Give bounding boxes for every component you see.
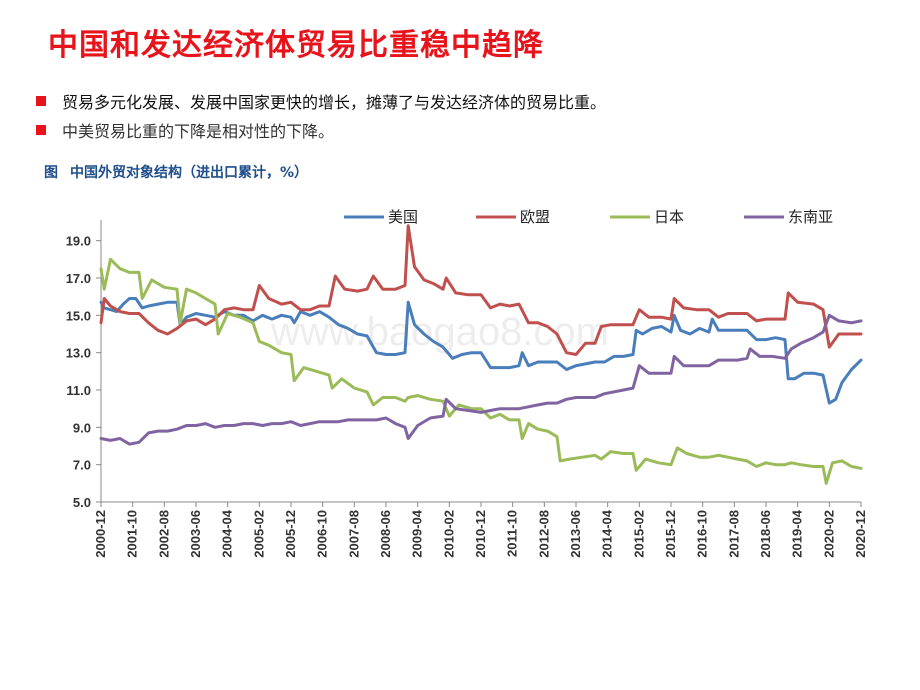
chart-caption-text: 中国外贸对象结构（进出口累计，%） xyxy=(70,165,309,181)
x-tick-label: 2009-04 xyxy=(410,509,425,557)
watermark-text: www.baogao8.com xyxy=(270,310,609,354)
series-line xyxy=(99,297,863,405)
bullet-item: 贸易多元化发展、发展中国家更快的增长，摊薄了与发达经济体的贸易比重。 xyxy=(36,86,606,115)
x-tick-label: 2005-02 xyxy=(251,510,266,558)
y-tick-label: 9.0 xyxy=(73,420,91,435)
x-tick-label: 2015-02 xyxy=(631,510,646,558)
x-tick-label: 2019-04 xyxy=(790,509,805,557)
x-tick-label: 2003-06 xyxy=(188,510,203,558)
x-tick-label: 2010-12 xyxy=(473,510,488,558)
y-tick-label: 7.0 xyxy=(73,458,91,473)
y-tick-label: 15.0 xyxy=(66,308,91,323)
x-tick-label: 2015-12 xyxy=(663,510,678,558)
x-tick-label: 2000-12 xyxy=(93,510,108,558)
y-tick-label: 11.0 xyxy=(66,383,91,398)
x-tick-label: 2011-10 xyxy=(505,510,520,557)
x-tick-label: 2010-02 xyxy=(441,510,456,558)
x-tick-label: 2005-12 xyxy=(283,510,298,558)
x-tick-label: 2014-04 xyxy=(600,509,615,557)
x-tick-label: 2017-08 xyxy=(726,510,741,558)
legend-label: 欧盟 xyxy=(520,208,550,226)
bullet-item: 中美贸易比重的下降是相对性的下降。 xyxy=(36,115,606,144)
y-tick-label: 5.0 xyxy=(73,495,91,510)
chart-caption: 图中国外贸对象结构（进出口累计，%） xyxy=(44,162,308,182)
series-line xyxy=(99,257,863,485)
bullet-text: 贸易多元化发展、发展中国家更快的增长，摊薄了与发达经济体的贸易比重。 xyxy=(62,92,607,112)
legend-label: 东南亚 xyxy=(788,208,833,226)
series-line xyxy=(99,224,863,356)
slide-title: 中国和发达经济体贸易比重稳中趋降 xyxy=(48,28,544,63)
x-tick-label: 2007-08 xyxy=(346,510,361,558)
legend-label: 美国 xyxy=(388,208,418,226)
bullet-text: 中美贸易比重的下降是相对性的下降。 xyxy=(62,121,335,141)
y-tick-label: 13.0 xyxy=(66,346,91,361)
series-line xyxy=(99,313,863,446)
bullet-list: 贸易多元化发展、发展中国家更快的增长，摊薄了与发达经济体的贸易比重。 中美贸易比… xyxy=(36,86,606,144)
x-tick-label: 2001-10 xyxy=(125,510,140,558)
x-tick-label: 2004-04 xyxy=(220,509,235,557)
x-tick-label: 2020-12 xyxy=(853,510,868,558)
x-tick-label: 2008-06 xyxy=(378,510,393,558)
x-tick-label: 2018-06 xyxy=(758,510,773,558)
y-tick-label: 19.0 xyxy=(66,234,91,249)
x-tick-label: 2002-08 xyxy=(156,510,171,558)
bullet-square-icon xyxy=(36,95,46,106)
x-tick-label: 2020-02 xyxy=(821,510,836,558)
chart-caption-prefix: 图 xyxy=(44,165,58,181)
x-tick-label: 2013-06 xyxy=(568,510,583,558)
x-tick-label: 2006-10 xyxy=(315,510,330,558)
legend-label: 日本 xyxy=(654,208,684,226)
y-tick-label: 17.0 xyxy=(66,271,91,286)
bullet-square-icon xyxy=(36,124,46,135)
x-tick-label: 2016-10 xyxy=(695,510,710,558)
x-tick-label: 2012-08 xyxy=(536,510,551,558)
